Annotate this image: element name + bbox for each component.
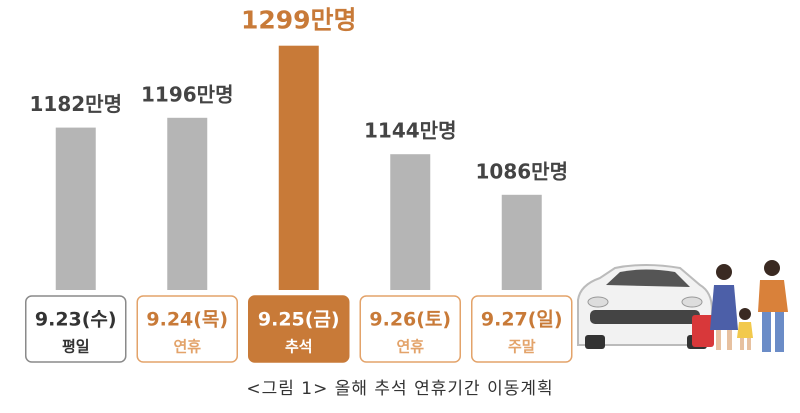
day-type-label: 주말 — [508, 338, 536, 356]
date-box — [25, 295, 127, 363]
value-label: 1299만명 — [241, 6, 357, 35]
day-type-label: 평일 — [62, 338, 90, 356]
family-illustration — [692, 260, 788, 352]
value-label: 1086만명 — [476, 159, 568, 183]
bar — [167, 117, 208, 290]
caption: <그림 1> 올해 추석 연휴기간 이동계획 — [246, 379, 553, 399]
x-tick-label: 9.23(수) — [35, 309, 117, 331]
date-box — [248, 295, 350, 363]
bar — [278, 45, 319, 291]
x-tick-label: 9.25(금) — [258, 309, 340, 331]
value-label: 1144만명 — [364, 119, 456, 143]
date-box — [471, 295, 573, 363]
bar — [55, 127, 96, 290]
bar — [501, 194, 542, 290]
x-tick-label: 9.26(토) — [369, 309, 451, 331]
value-label: 1182만명 — [30, 92, 122, 116]
day-type-label: 추석 — [285, 338, 313, 356]
x-tick-label: 9.24(목) — [146, 309, 228, 331]
date-box — [359, 295, 461, 363]
bar — [390, 154, 431, 290]
value-label: 1196만명 — [141, 82, 233, 106]
car-illustration — [577, 264, 713, 349]
day-type-label: 연휴 — [396, 338, 424, 356]
day-type-label: 연휴 — [173, 338, 201, 356]
date-box — [136, 295, 238, 363]
x-tick-label: 9.27(일) — [481, 309, 563, 331]
